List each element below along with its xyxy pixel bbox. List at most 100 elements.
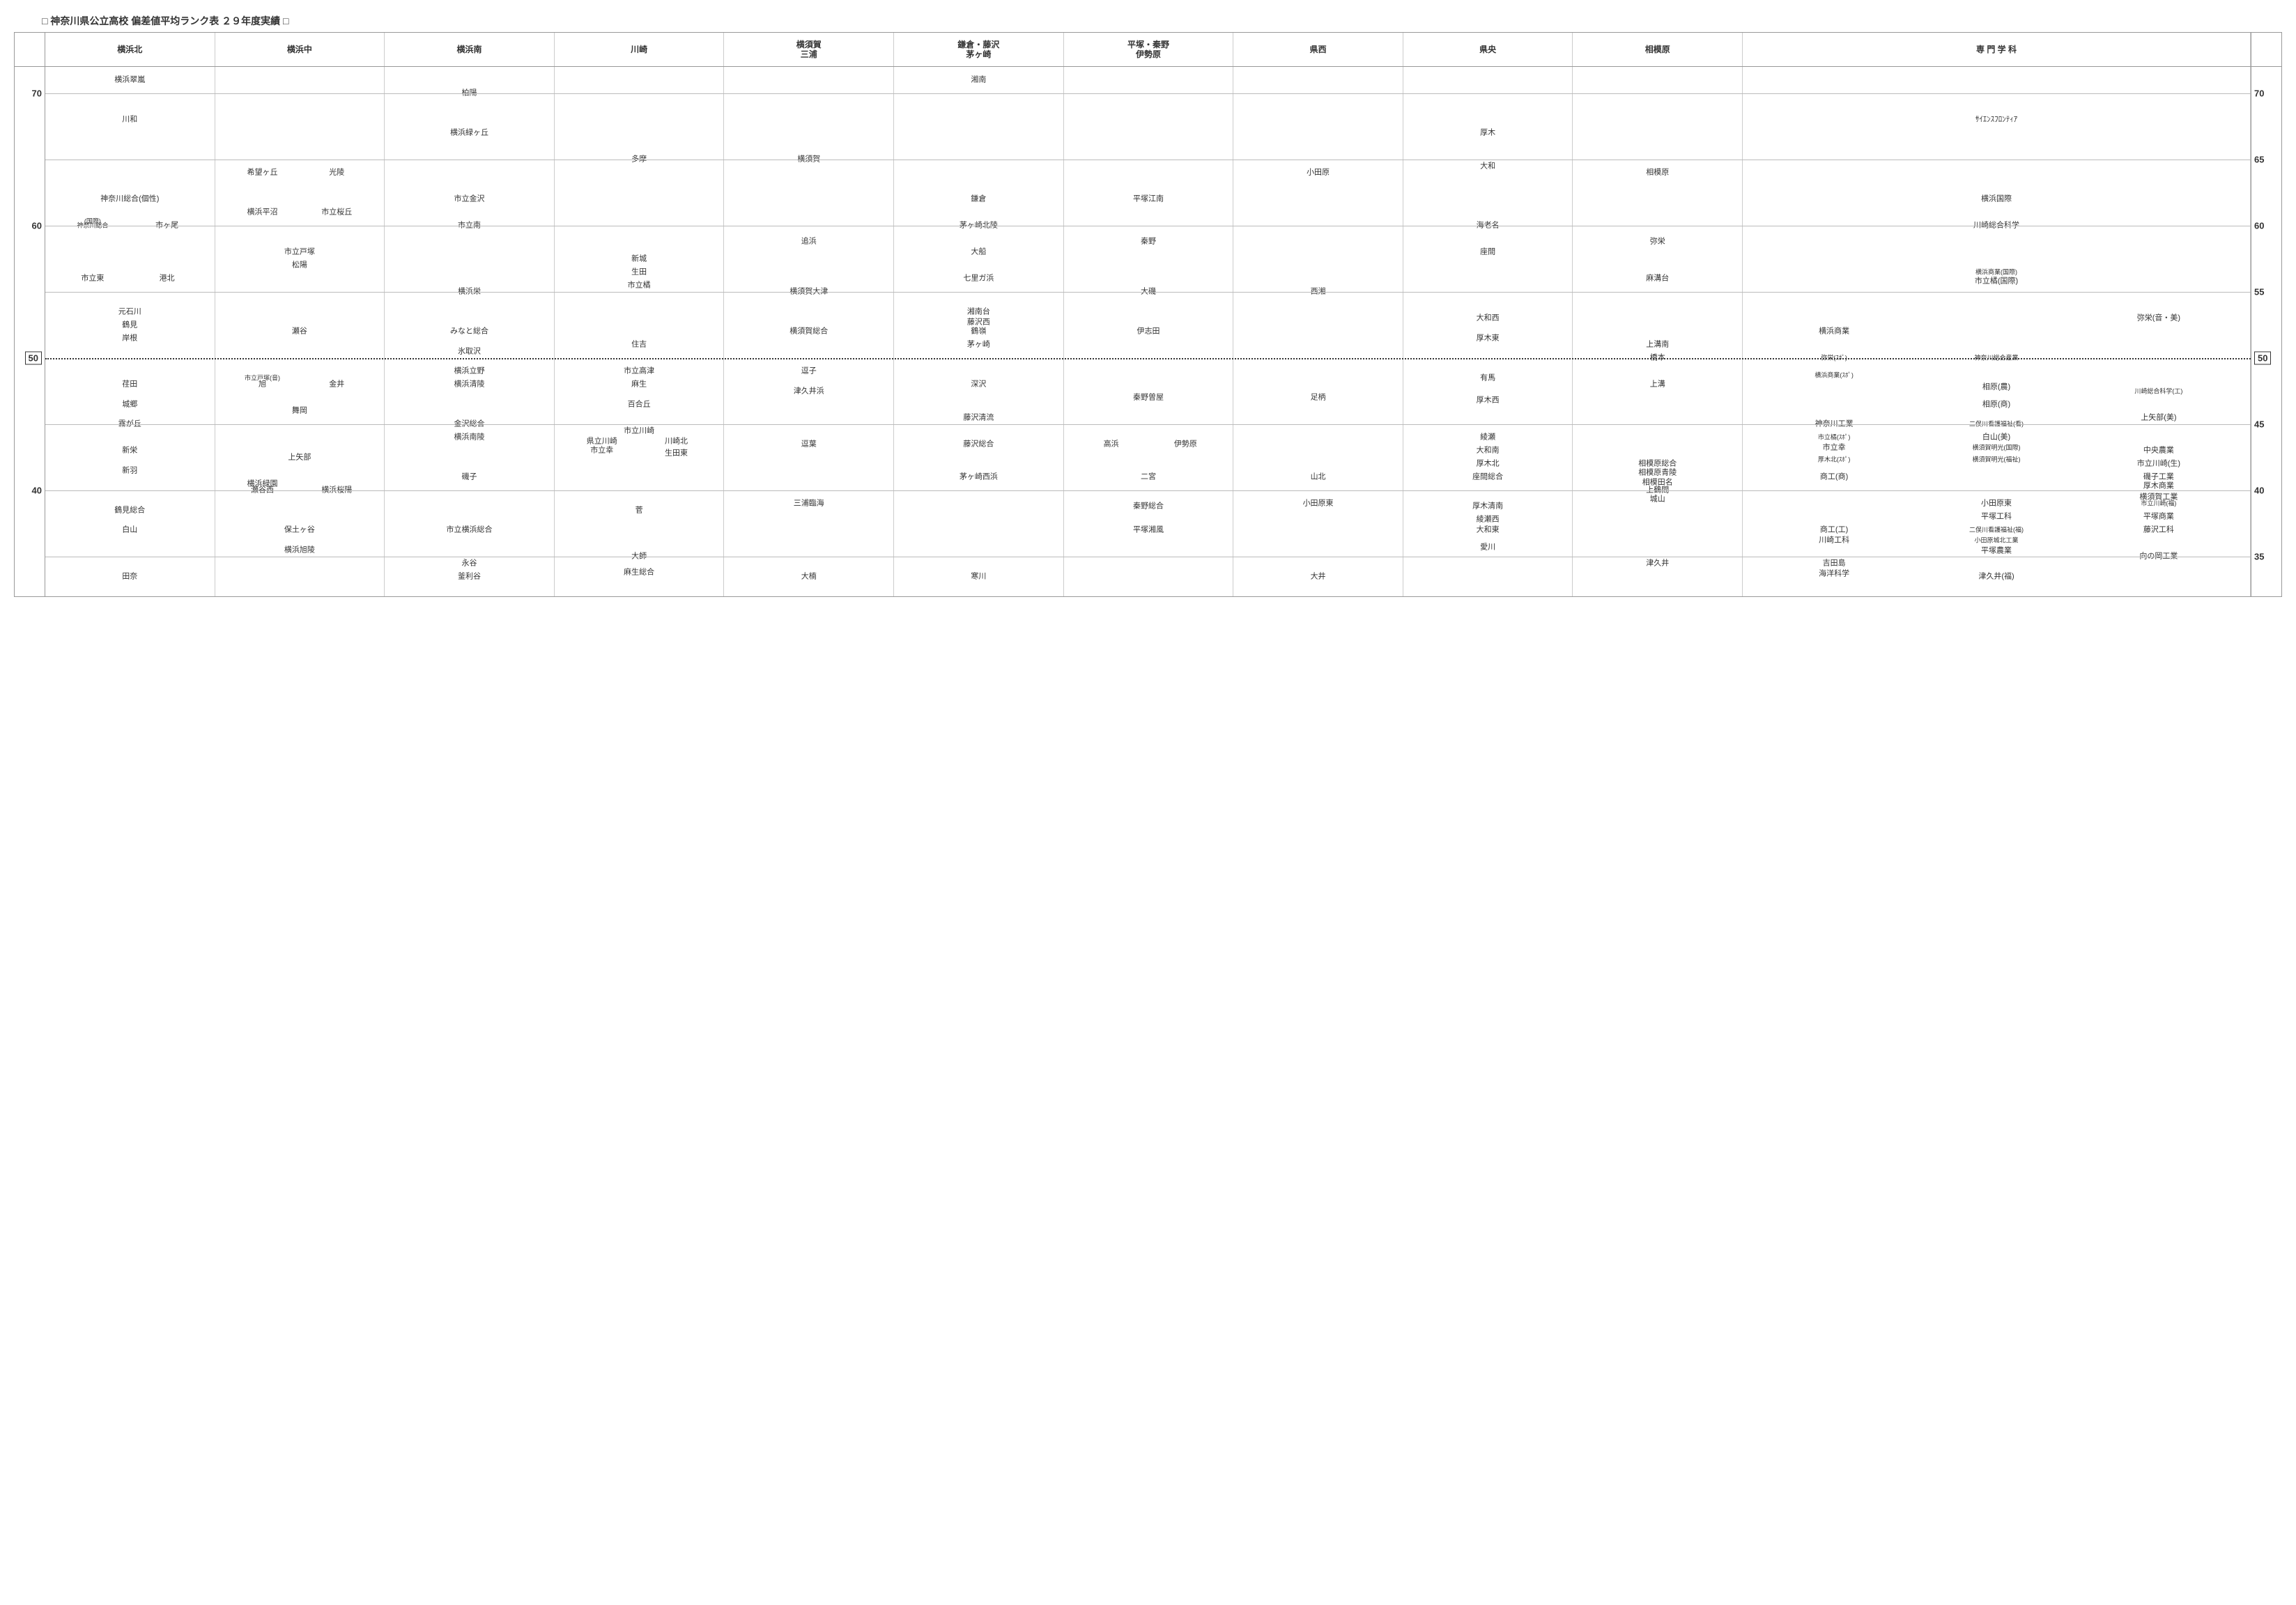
col-body: 柏陽横浜緑ヶ丘市立金沢市立南横浜栄みなと総合氷取沢横浜立野横浜清陵金沢総合横浜南… bbox=[385, 67, 555, 596]
school-item: 横須賀明光(国際) bbox=[1973, 444, 2021, 452]
school-item: 寒川 bbox=[971, 572, 986, 581]
school-item: 弥栄 bbox=[1650, 237, 1665, 246]
school-item: 城山 bbox=[1650, 495, 1665, 504]
plot-area: 横浜翠嵐川和神奈川総合(個性)神奈川総合(国際)市ヶ尾市立東港北元石川鶴見岸根荏… bbox=[45, 67, 2251, 596]
school-item: 二俣川看護福祉(福) bbox=[1969, 527, 2024, 534]
axis-tick-left: 50 bbox=[25, 352, 42, 365]
col-body: 小田原西湘足柄山北小田原東大井 bbox=[1233, 67, 1403, 596]
school-item: 市ヶ尾 bbox=[155, 221, 178, 230]
school-item: 大和東 bbox=[1477, 525, 1500, 534]
school-item: 商工(商) bbox=[1820, 472, 1848, 481]
school-item: 川崎工科 bbox=[1819, 536, 1849, 545]
school-item: 横浜立野 bbox=[454, 366, 485, 375]
school-item: 上溝南 bbox=[1646, 340, 1669, 349]
school-item: 生田東 bbox=[665, 449, 688, 458]
col-body: 横須賀追浜横須賀大津横須賀総合逗子津久井浜逗葉三浦臨海大楠 bbox=[724, 67, 894, 596]
col-header: 県央 bbox=[1403, 33, 1573, 66]
school-item: 大和南 bbox=[1477, 446, 1500, 455]
school-item: 大師 bbox=[631, 552, 647, 561]
left-axis-header bbox=[15, 33, 45, 66]
school-item: 秦野総合 bbox=[1133, 502, 1164, 511]
axis-tick-left: 60 bbox=[32, 221, 42, 231]
school-item: 藤沢清流 bbox=[963, 413, 994, 422]
school-item: 西湘 bbox=[1311, 287, 1326, 296]
axis-tick-right: 40 bbox=[2254, 486, 2264, 496]
school-item: 三浦臨海 bbox=[794, 499, 824, 508]
school-item: 神奈川総合産業 bbox=[1975, 355, 2019, 362]
col-body: 横浜翠嵐川和神奈川総合(個性)神奈川総合(国際)市ヶ尾市立東港北元石川鶴見岸根荏… bbox=[45, 67, 215, 596]
school-item: 旭 bbox=[259, 380, 266, 389]
school-item: 市立横浜総合 bbox=[447, 525, 493, 534]
school-item: 有馬 bbox=[1480, 373, 1495, 382]
column-headers: 横浜北 横浜中 横浜南 川崎 横須賀三浦 鎌倉・藤沢茅ヶ崎 平塚・秦野伊勢原 県… bbox=[15, 33, 2281, 67]
school-item: 向の岡工業 bbox=[2139, 552, 2178, 561]
school-item: 追浜 bbox=[801, 237, 817, 246]
school-item: 元石川 bbox=[118, 307, 141, 316]
col-body: 希望ヶ丘光陵横浜平沼市立桜丘市立戸塚松陽瀬谷市立戸塚(音)旭金井舞岡上矢部横浜緑… bbox=[215, 67, 385, 596]
axis-tick-right: 55 bbox=[2254, 287, 2264, 297]
school-item: 城郷 bbox=[122, 400, 137, 409]
school-item: 藤沢西 bbox=[967, 318, 990, 327]
school-item: 小田原 bbox=[1307, 168, 1330, 177]
school-item: 大楠 bbox=[801, 572, 817, 581]
school-item: 二俣川看護福祉(看) bbox=[1969, 421, 2024, 428]
school-item: 横須賀総合 bbox=[789, 327, 828, 336]
school-item: 新栄 bbox=[122, 446, 137, 455]
school-item: 伊志田 bbox=[1137, 327, 1159, 336]
axis-tick-right: 35 bbox=[2254, 552, 2264, 562]
school-item: 光陵 bbox=[329, 168, 344, 177]
school-item: 市立桜丘 bbox=[321, 208, 352, 217]
school-item: 荏田 bbox=[122, 380, 137, 389]
school-item: 川和 bbox=[122, 115, 137, 124]
school-item: 横浜商業(ｽﾎﾟ) bbox=[1815, 371, 1854, 379]
school-item: 相模原総合 bbox=[1638, 459, 1677, 468]
school-item: 座間総合 bbox=[1472, 472, 1503, 481]
school-item: 舞岡 bbox=[292, 406, 307, 415]
school-item: 厚木北(ｽﾎﾟ) bbox=[1818, 456, 1851, 464]
school-item: 鶴嶺 bbox=[971, 327, 986, 336]
school-item: 海洋科学 bbox=[1819, 569, 1849, 578]
school-item: 茅ヶ崎西浜 bbox=[960, 472, 998, 481]
school-item: 横浜商業 bbox=[1819, 327, 1849, 336]
school-item: 横浜平沼 bbox=[247, 208, 278, 217]
axis-tick-right: 70 bbox=[2254, 88, 2264, 99]
school-item: 綾瀬西 bbox=[1477, 515, 1500, 524]
col-header: 横浜北 bbox=[45, 33, 215, 66]
school-item: 麻溝台 bbox=[1646, 274, 1669, 283]
school-item: 田奈 bbox=[122, 572, 137, 581]
school-item: 港北 bbox=[160, 274, 175, 283]
school-item: ｻｲｴﾝｽﾌﾛﾝﾃｨｱ bbox=[1975, 115, 2018, 124]
school-item: 逗葉 bbox=[801, 440, 817, 449]
school-item: 市立川崎(生) bbox=[2137, 459, 2180, 468]
school-item: 厚木東 bbox=[1477, 334, 1500, 343]
axis-tick-right: 60 bbox=[2254, 221, 2264, 231]
school-item: 川崎北 bbox=[665, 437, 688, 446]
axis-tick-right: 65 bbox=[2254, 155, 2264, 165]
axis-tick-right: 50 bbox=[2254, 352, 2271, 365]
school-item: 横浜南陵 bbox=[454, 433, 485, 442]
col-header: 県西 bbox=[1233, 33, 1403, 66]
col-body: 相模原弥栄麻溝台上溝南橋本上溝相模原総合相模原青陵相模田名上鶴間城山津久井 bbox=[1573, 67, 1743, 596]
school-item: 厚木西 bbox=[1477, 396, 1500, 405]
school-item: 新城 bbox=[631, 254, 647, 263]
school-item: 横浜商業(国際) bbox=[1975, 268, 2017, 276]
col-header: 川崎 bbox=[555, 33, 725, 66]
col-body: 多摩新城生田市立橘住吉市立高津麻生百合丘市立川崎県立川崎市立幸川崎北生田東菅大師… bbox=[555, 67, 725, 596]
school-item: 平塚商業 bbox=[2143, 512, 2174, 521]
school-item: 平塚江南 bbox=[1133, 194, 1164, 203]
school-item: 逗子 bbox=[801, 366, 817, 375]
school-item: 相原(商) bbox=[1982, 400, 2010, 409]
school-item: 二宮 bbox=[1141, 472, 1156, 481]
school-item: 相模原青陵 bbox=[1638, 469, 1677, 478]
school-item: 麻生 bbox=[631, 380, 647, 389]
school-item: 深沢 bbox=[971, 380, 986, 389]
school-item: 市立橘 bbox=[628, 281, 651, 290]
school-item: 商工(工) bbox=[1820, 525, 1848, 534]
school-item: 中央農業 bbox=[2143, 446, 2174, 455]
school-item: 保土ヶ谷 bbox=[284, 525, 315, 534]
school-item: 鶴見総合 bbox=[114, 506, 145, 515]
school-item: 市立幸 bbox=[590, 446, 613, 455]
school-item: 上矢部 bbox=[288, 453, 311, 462]
school-item: 上鶴間 bbox=[1646, 486, 1669, 495]
col-header: 横浜南 bbox=[385, 33, 555, 66]
